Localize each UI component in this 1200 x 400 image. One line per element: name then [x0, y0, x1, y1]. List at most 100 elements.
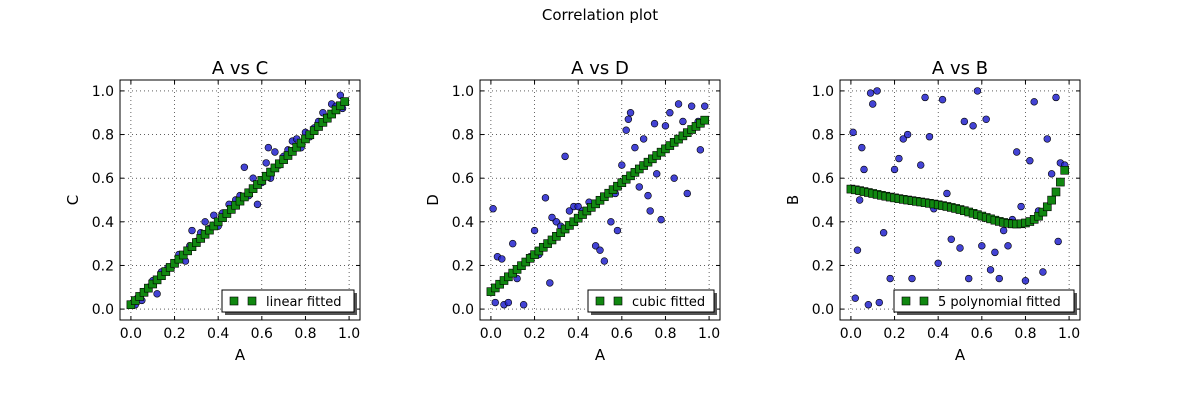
y-tick-label: 0.6	[92, 171, 114, 187]
data-point	[1039, 268, 1047, 276]
data-point	[866, 89, 875, 97]
data-point	[600, 257, 609, 265]
data-point	[666, 109, 674, 117]
data-point	[530, 226, 539, 235]
x-axis-label: A	[235, 346, 246, 364]
fit-marker	[700, 115, 710, 125]
x-tick-label: 0.4	[567, 326, 589, 342]
y-tick-label: 1.0	[92, 84, 114, 100]
data-point	[853, 246, 862, 254]
fit-marker	[1060, 165, 1070, 175]
y-tick-label: 0.0	[812, 302, 834, 318]
panel-title: A vs C	[212, 58, 268, 79]
x-tick-label: 1.0	[1058, 326, 1080, 342]
data-point	[519, 301, 528, 309]
data-point	[858, 143, 866, 152]
data-point	[565, 207, 574, 215]
data-point	[552, 218, 561, 226]
data-point	[965, 274, 973, 283]
data-point	[895, 154, 903, 163]
data-point	[960, 117, 969, 126]
data-point	[969, 122, 977, 130]
x-tick-label: 0.6	[611, 326, 633, 342]
x-tick-label: 0.8	[654, 326, 676, 342]
data-point	[491, 298, 499, 307]
x-tick-label: 0.4	[927, 326, 949, 342]
y-tick-label: 0.8	[92, 128, 114, 144]
y-tick-label: 0.2	[452, 258, 474, 274]
y-tick-label: 0.0	[92, 302, 114, 318]
legend-marker	[595, 296, 605, 306]
panel-1: 0.0 0.2 0.4 0.6 0.8 1.0 0.0 0.2 0.4 0.6 0.8 1.0 A vs…	[64, 58, 361, 364]
data-point	[1030, 98, 1038, 106]
data-point	[696, 146, 705, 154]
fit-marker	[1056, 177, 1065, 187]
data-point	[635, 183, 643, 191]
data-point	[618, 161, 626, 169]
legend-box	[587, 289, 715, 313]
data-point	[1021, 277, 1030, 285]
fit-marker	[1038, 207, 1048, 217]
x-tick-label: 0.0	[480, 326, 502, 342]
data-point	[921, 93, 929, 102]
data-point	[687, 102, 696, 110]
data-point	[938, 95, 947, 104]
data-point	[188, 226, 196, 235]
data-point	[509, 239, 517, 248]
data-point	[973, 87, 982, 95]
data-point	[879, 229, 888, 237]
data-point	[561, 152, 569, 161]
data-point	[886, 274, 894, 283]
data-point	[498, 255, 506, 263]
legend-marker	[247, 296, 257, 306]
legend-marker	[901, 296, 911, 306]
x-tick-label: 1.0	[338, 326, 360, 342]
legend-marker	[919, 296, 929, 306]
data-point	[849, 128, 857, 137]
data-point	[1026, 157, 1034, 165]
data-point	[875, 298, 883, 307]
data-point	[653, 170, 661, 178]
y-tick-label: 0.6	[452, 171, 474, 187]
data-point	[903, 130, 912, 139]
x-tick-label: 0.2	[523, 326, 545, 342]
data-point	[644, 191, 652, 200]
data-point	[864, 301, 873, 309]
data-point	[851, 294, 859, 302]
legend-marker	[229, 296, 239, 306]
data-point	[591, 242, 600, 250]
y-tick-label: 1.0	[812, 84, 834, 100]
data-point	[646, 207, 654, 215]
y-tick-label: 0.4	[812, 215, 834, 231]
y-axis-label: D	[424, 194, 442, 206]
data-point	[504, 298, 513, 307]
legend: cubic fitted	[587, 289, 717, 315]
data-point	[855, 196, 864, 204]
data-point	[541, 194, 550, 202]
fit-marker	[1051, 187, 1061, 197]
data-point	[1052, 93, 1060, 102]
fit-marker	[1047, 195, 1056, 205]
x-tick-label: 0.4	[207, 326, 229, 342]
data-point	[657, 215, 665, 224]
legend-box	[893, 289, 1075, 313]
legend-label: 5 polynomial fitted	[938, 295, 1061, 310]
data-point	[596, 246, 604, 254]
legend-marker	[613, 296, 623, 306]
panel-title: A vs D	[571, 58, 629, 79]
plot-marks	[846, 87, 1070, 309]
data-point	[153, 290, 161, 298]
axes-frame	[479, 79, 721, 321]
data-point	[943, 189, 951, 198]
data-point	[982, 115, 990, 123]
data-point	[253, 200, 262, 209]
data-point	[264, 143, 273, 152]
y-tick-label: 0.8	[452, 128, 474, 144]
data-point	[679, 117, 687, 126]
figure-title: Correlation plot	[542, 6, 658, 24]
data-point	[908, 274, 916, 283]
plot-marks	[486, 100, 710, 309]
data-point	[674, 100, 683, 108]
data-point	[661, 122, 670, 130]
